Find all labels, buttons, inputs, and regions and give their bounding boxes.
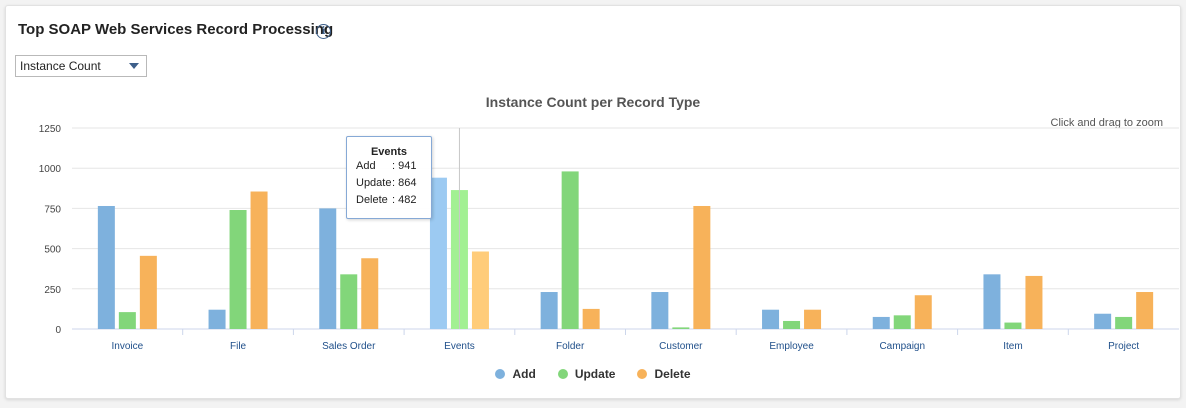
bar-update <box>672 327 690 329</box>
tooltip-label: Delete <box>356 194 388 206</box>
bar-delete <box>1025 275 1043 329</box>
legend-item-add[interactable]: Add <box>495 367 536 381</box>
bar-delete <box>693 205 711 329</box>
tooltip-title: Events <box>370 146 408 158</box>
tooltip-value: : 941 <box>392 160 417 172</box>
y-tick-label: 1000 <box>39 164 62 175</box>
x-tick-label: File <box>230 341 247 352</box>
bar-delete <box>250 191 268 329</box>
bar-delete <box>361 258 379 329</box>
legend-label: Add <box>512 367 536 381</box>
legend-label: Update <box>574 367 616 381</box>
metric-dropdown[interactable]: Instance Count <box>15 55 147 77</box>
x-tick-label: Events <box>444 341 475 352</box>
bar-add <box>319 208 337 329</box>
legend-swatch <box>495 369 506 379</box>
bar-update <box>783 320 801 329</box>
legend-item-update[interactable]: Update <box>557 367 616 381</box>
y-tick-label: 250 <box>44 285 61 296</box>
chart-panel: Top SOAP Web Services Record Processing … <box>5 5 1181 399</box>
panel-title: Top SOAP Web Services Record Processing <box>18 21 334 38</box>
tooltip-label: Add <box>356 160 376 172</box>
y-tick-label: 0 <box>55 325 61 336</box>
metric-dropdown-value: Instance Count <box>20 59 101 73</box>
legend-item-delete[interactable]: Delete <box>637 367 691 381</box>
tooltip-row-delete: Delete : 482 <box>347 192 431 209</box>
tooltip-value: : 864 <box>392 177 417 189</box>
bar-chart[interactable]: Instance Count per Record Type Click and … <box>6 6 1180 398</box>
legend-label: Delete <box>654 367 691 381</box>
bar-delete <box>804 309 822 329</box>
bar-update <box>1115 316 1133 329</box>
tooltip-label: Update <box>356 177 392 189</box>
x-tick-label: Project <box>1108 341 1139 352</box>
bar-add <box>651 292 669 329</box>
y-tick-label: 750 <box>44 204 61 215</box>
bar-add <box>97 205 115 329</box>
bar-add <box>429 177 447 329</box>
bar-delete <box>582 308 600 329</box>
tooltip-row-update: Update : 864 <box>347 175 431 192</box>
x-tick-label: Customer <box>659 341 703 352</box>
bar-update <box>340 274 358 329</box>
tooltip-row-add: Add : 941 <box>347 158 431 175</box>
bar-delete <box>471 251 489 329</box>
zoom-hint: Click and drag to zoom <box>1051 117 1164 129</box>
y-tick-label: 1250 <box>39 124 62 135</box>
legend-swatch <box>557 369 568 379</box>
x-tick-label: Invoice <box>112 341 144 352</box>
x-tick-label: Campaign <box>879 341 925 352</box>
chart-tooltip: Events Add : 941 Update : 864 Delete : 4… <box>346 136 432 219</box>
bar-update <box>561 171 579 329</box>
bar-update <box>1004 322 1022 329</box>
y-tick-label: 500 <box>44 245 61 256</box>
bar-add <box>540 292 558 329</box>
chart-legend: Add Update Delete <box>6 367 1180 381</box>
bar-add <box>1094 313 1112 329</box>
bar-delete <box>139 255 157 329</box>
bar-update <box>229 210 247 329</box>
legend-swatch <box>637 369 648 379</box>
bar-add <box>762 309 780 329</box>
x-tick-label: Sales Order <box>322 341 376 352</box>
bar-update <box>893 315 911 329</box>
x-tick-label: Folder <box>556 341 585 352</box>
x-tick-label: Item <box>1003 341 1022 352</box>
bar-update <box>118 312 136 329</box>
chart-title: Instance Count per Record Type <box>486 94 701 110</box>
bar-delete <box>1136 292 1154 329</box>
bar-add <box>983 274 1001 329</box>
bar-add <box>208 309 226 329</box>
bar-delete <box>914 295 932 329</box>
tooltip-value: : 482 <box>392 194 417 206</box>
bar-add <box>872 316 890 329</box>
x-tick-label: Employee <box>769 341 814 352</box>
info-circle-icon[interactable]: i <box>316 24 331 39</box>
caret-down-icon <box>129 63 139 69</box>
